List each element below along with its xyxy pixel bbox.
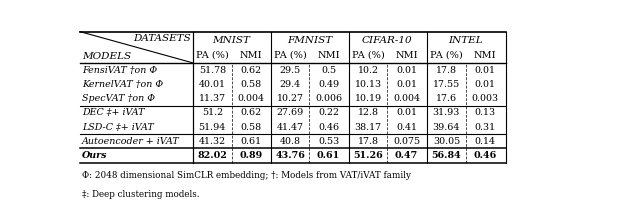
Text: KernelVAT †on Φ: KernelVAT †on Φ: [82, 80, 163, 89]
Text: PA (%): PA (%): [430, 51, 463, 60]
Text: 56.84: 56.84: [431, 151, 461, 160]
Text: 38.17: 38.17: [355, 123, 381, 131]
Text: 40.01: 40.01: [199, 80, 226, 89]
Text: 10.13: 10.13: [355, 80, 381, 89]
Text: 17.6: 17.6: [436, 94, 457, 103]
Text: 0.89: 0.89: [239, 151, 262, 160]
Text: SpecVAT †on Φ: SpecVAT †on Φ: [82, 94, 155, 103]
Text: 0.22: 0.22: [318, 108, 339, 117]
Text: DEC ‡+ iVAT: DEC ‡+ iVAT: [82, 108, 145, 117]
Text: 51.2: 51.2: [202, 108, 223, 117]
Text: Φ: 2048 dimensional SimCLR embedding; †: Models from VAT/iVAT family: Φ: 2048 dimensional SimCLR embedding; †:…: [82, 171, 411, 180]
Text: 17.8: 17.8: [358, 137, 378, 146]
Text: PA (%): PA (%): [351, 51, 385, 60]
Text: Ours: Ours: [82, 151, 108, 160]
Text: NMI: NMI: [395, 51, 418, 60]
Text: 0.31: 0.31: [474, 123, 495, 131]
Text: 0.003: 0.003: [471, 94, 499, 103]
Text: 31.93: 31.93: [433, 108, 460, 117]
Text: 12.8: 12.8: [358, 108, 378, 117]
Text: PA (%): PA (%): [196, 51, 228, 60]
Text: 0.01: 0.01: [396, 108, 417, 117]
Text: 51.26: 51.26: [353, 151, 383, 160]
Text: 0.5: 0.5: [321, 66, 336, 74]
Text: 0.01: 0.01: [396, 80, 417, 89]
Text: 0.61: 0.61: [317, 151, 340, 160]
Text: 43.76: 43.76: [275, 151, 305, 160]
Text: 0.62: 0.62: [240, 66, 261, 74]
Text: 0.62: 0.62: [240, 108, 261, 117]
Text: MODELS: MODELS: [82, 52, 131, 61]
Text: 40.8: 40.8: [280, 137, 301, 146]
Text: 0.61: 0.61: [240, 137, 261, 146]
Text: 41.32: 41.32: [199, 137, 226, 146]
Text: Autoencoder + iVAT: Autoencoder + iVAT: [82, 137, 180, 146]
Text: 17.8: 17.8: [436, 66, 457, 74]
Text: 0.58: 0.58: [240, 123, 261, 131]
Text: CIFAR-10: CIFAR-10: [362, 36, 413, 45]
Text: 29.5: 29.5: [280, 66, 301, 74]
Text: 0.004: 0.004: [393, 94, 420, 103]
Text: LSD-C ‡+ iVAT: LSD-C ‡+ iVAT: [82, 123, 154, 131]
Text: 0.47: 0.47: [395, 151, 418, 160]
Text: 51.78: 51.78: [199, 66, 226, 74]
Text: ‡: Deep clustering models.: ‡: Deep clustering models.: [82, 190, 200, 199]
Text: 11.37: 11.37: [199, 94, 226, 103]
Text: 0.53: 0.53: [318, 137, 339, 146]
Text: 0.006: 0.006: [315, 94, 342, 103]
Text: FMNIST: FMNIST: [287, 36, 332, 45]
Text: MNIST: MNIST: [212, 36, 250, 45]
Text: 51.94: 51.94: [198, 123, 226, 131]
Text: PA (%): PA (%): [274, 51, 307, 60]
Text: 30.05: 30.05: [433, 137, 460, 146]
Text: 29.4: 29.4: [280, 80, 301, 89]
Text: 17.55: 17.55: [433, 80, 460, 89]
Text: 0.41: 0.41: [396, 123, 417, 131]
Text: NMI: NMI: [239, 51, 262, 60]
Text: 0.075: 0.075: [393, 137, 420, 146]
Text: 10.19: 10.19: [355, 94, 381, 103]
Text: 0.004: 0.004: [237, 94, 264, 103]
Text: NMI: NMI: [317, 51, 340, 60]
Text: 27.69: 27.69: [276, 108, 304, 117]
Text: 10.27: 10.27: [276, 94, 304, 103]
Text: 0.01: 0.01: [396, 66, 417, 74]
Text: 82.02: 82.02: [197, 151, 227, 160]
Text: 0.46: 0.46: [473, 151, 497, 160]
Text: 0.01: 0.01: [474, 80, 495, 89]
Text: NMI: NMI: [474, 51, 496, 60]
Text: 0.13: 0.13: [474, 108, 495, 117]
Text: 39.64: 39.64: [433, 123, 460, 131]
Text: 0.58: 0.58: [240, 80, 261, 89]
Text: DATASETS: DATASETS: [133, 34, 191, 43]
Text: 0.49: 0.49: [318, 80, 339, 89]
Text: 0.14: 0.14: [474, 137, 495, 146]
Text: INTEL: INTEL: [449, 36, 483, 45]
Text: 41.47: 41.47: [276, 123, 304, 131]
Text: 10.2: 10.2: [358, 66, 378, 74]
Text: 0.01: 0.01: [474, 66, 495, 74]
Text: FensiVAT †on Φ: FensiVAT †on Φ: [82, 66, 157, 74]
Text: 0.46: 0.46: [318, 123, 339, 131]
